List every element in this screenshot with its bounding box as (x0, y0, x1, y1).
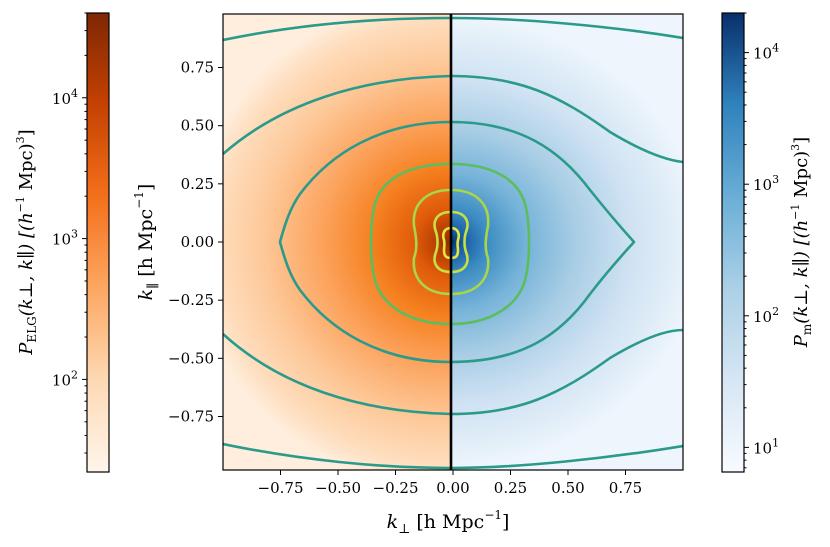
left-colorbar: 102 103 104 (52, 12, 110, 473)
x-tick-label: 0.00 (436, 479, 469, 497)
y-tick-label: −0.75 (168, 407, 214, 425)
left-colorbar-label: PELG(k⊥, k∥) [(h−1 Mpc)3] (14, 129, 39, 355)
right-colorbar-ticks: 101 102 103 104 (744, 12, 779, 469)
x-tick-label: 0.50 (551, 479, 584, 497)
left-colorbar-fill (87, 13, 109, 472)
x-tick-label: 0.75 (609, 479, 642, 497)
x-axis-label: k⊥ [h Mpc−1] (387, 508, 510, 537)
heatmap-panel: −0.75 −0.50 −0.25 0.00 0.25 0.50 0.75 0.75 0.50… (168, 13, 684, 497)
colorbar-tick-label: 104 (52, 87, 78, 108)
right-colorbar-frame (721, 12, 745, 473)
y-tick-label: 0.50 (181, 117, 214, 135)
colorbar-tick-label: 103 (753, 173, 779, 194)
orange-half (223, 14, 451, 470)
y-tick-label: 0.75 (181, 59, 214, 77)
x-tick-label: 0.25 (494, 479, 527, 497)
x-axis-ticks: −0.75 −0.50 −0.25 0.00 0.25 0.50 0.75 (258, 470, 642, 497)
y-tick-label: −0.25 (168, 291, 214, 309)
blue-half (451, 14, 683, 470)
right-colorbar-fill (722, 13, 744, 472)
y-tick-label: 0.25 (181, 175, 214, 193)
left-colorbar-ticks: 102 103 104 (52, 12, 87, 454)
y-tick-label: 0.00 (181, 233, 214, 251)
x-tick-label: −0.25 (373, 479, 419, 497)
right-colorbar: 101 102 103 104 (721, 12, 779, 473)
colorbar-tick-label: 103 (52, 228, 78, 249)
colorbar-tick-label: 104 (753, 42, 779, 63)
y-axis-label: k∥ [h Mpc−1] (132, 184, 161, 301)
colorbar-tick-label: 101 (753, 436, 779, 457)
x-tick-label: −0.50 (315, 479, 361, 497)
left-colorbar-frame (86, 12, 110, 473)
right-colorbar-label: Pm(k⊥, k∥) [(h−1 Mpc)3] (789, 137, 814, 348)
colorbar-tick-label: 102 (753, 305, 779, 326)
y-axis-ticks: 0.75 0.50 0.25 0.00 −0.25 −0.50 −0.75 (168, 59, 223, 425)
y-tick-label: −0.50 (168, 349, 214, 367)
contour-level-2 (223, 74, 683, 416)
colorbar-tick-label: 102 (52, 368, 78, 389)
x-tick-label: −0.75 (258, 479, 304, 497)
